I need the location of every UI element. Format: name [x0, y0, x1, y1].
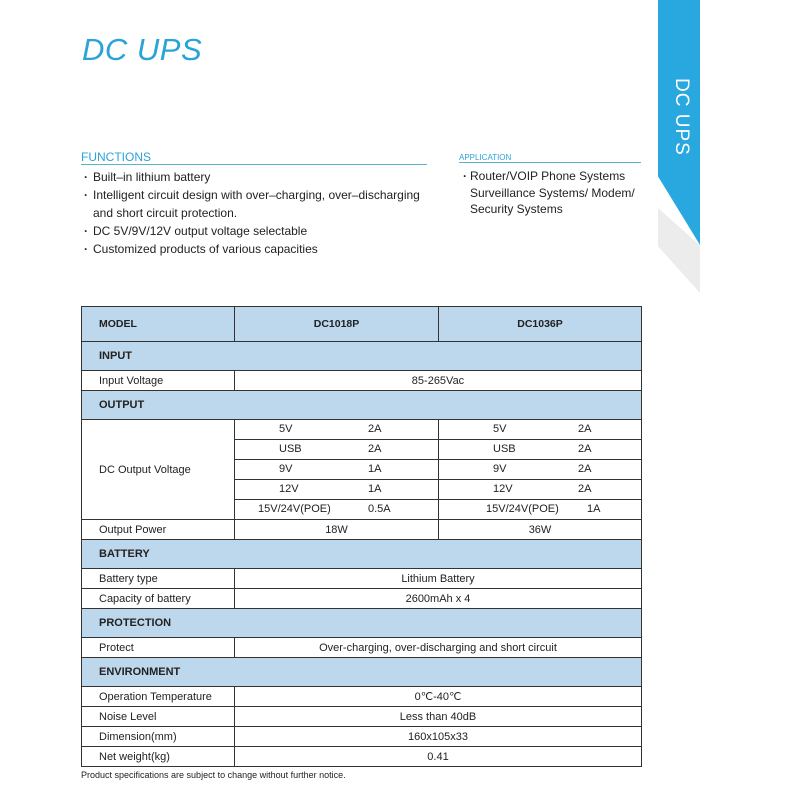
application-item: Router/VOIP Phone Systems Surveillance S…: [461, 168, 651, 218]
dc-output-cell: 15V/24V(POE) 1A: [438, 499, 642, 520]
spec-value: 0℃-40℃: [234, 686, 642, 707]
spec-row: Battery type Lithium Battery: [81, 568, 642, 589]
function-item: Intelligent circuit design with over–cha…: [82, 186, 442, 222]
dc-output-cell: USB 2A: [438, 439, 642, 460]
model-row: MODEL DC1018P DC1036P: [81, 306, 642, 342]
dc-voltage: 9V: [493, 463, 507, 475]
section-row-battery: BATTERY: [81, 539, 642, 569]
dc-current: 2A: [578, 483, 592, 495]
dc-output-cell: 9V 1A: [234, 459, 439, 480]
section-heading-protection: PROTECTION: [81, 608, 642, 638]
spec-row: Noise Level Less than 40dB: [81, 706, 642, 727]
function-item: DC 5V/9V/12V output voltage selectable: [82, 222, 442, 240]
spec-row: Net weight(kg) 0.41: [81, 746, 642, 767]
disclaimer-note: Product specifications are subject to ch…: [81, 770, 346, 780]
spec-label: Battery type: [81, 568, 235, 589]
section-heading-environment: ENVIRONMENT: [81, 657, 642, 687]
spec-value: 36W: [438, 519, 642, 540]
spec-row: Capacity of battery 2600mAh x 4: [81, 588, 642, 609]
dc-current: 1A: [368, 483, 382, 495]
section-row-output: OUTPUT: [81, 390, 642, 420]
dc-output-cell: 12V 2A: [438, 479, 642, 500]
dc-voltage: 5V: [493, 423, 507, 435]
dc-current: 1A: [587, 503, 601, 515]
spec-value: 2600mAh x 4: [234, 588, 642, 609]
dc-output-cell: 5V 2A: [438, 419, 642, 440]
dc-voltage: 9V: [279, 463, 293, 475]
dc-current: 1A: [368, 463, 382, 475]
spec-row: Input Voltage 85-265Vac: [81, 370, 642, 391]
dc-output-cell: 15V/24V(POE) 0.5A: [234, 499, 439, 520]
application-list: Router/VOIP Phone Systems Surveillance S…: [461, 168, 651, 218]
spec-value: 160x105x33: [234, 726, 642, 747]
spec-label: Dimension(mm): [81, 726, 235, 747]
dc-voltage: 5V: [279, 423, 293, 435]
spec-value: Lithium Battery: [234, 568, 642, 589]
dc-output-cell: 5V 2A: [234, 419, 439, 440]
spec-value: 0.41: [234, 746, 642, 767]
section-heading-output: OUTPUT: [81, 390, 642, 420]
functions-heading: FUNCTIONS: [81, 150, 427, 165]
spec-label: Input Voltage: [81, 370, 235, 391]
spec-value: 85-265Vac: [234, 370, 642, 391]
dc-output-row: 15V/24V(POE) 0.5A 15V/24V(POE) 1A: [82, 499, 642, 520]
spec-table: MODEL DC1018P DC1036P INPUT Input Voltage 85-…: [81, 306, 642, 767]
dc-voltage: 15V/24V(POE): [486, 503, 559, 515]
dc-voltage: USB: [279, 443, 302, 455]
page-title: DC UPS: [82, 32, 203, 67]
section-row-input: INPUT: [81, 341, 642, 371]
spec-row: Protect Over-charging, over-discharging a…: [81, 637, 642, 658]
section-row-protection: PROTECTION: [81, 608, 642, 638]
model-label: MODEL: [81, 306, 235, 342]
spec-value: Over-charging, over-discharging and shor…: [234, 637, 642, 658]
dc-voltage: 12V: [279, 483, 299, 495]
dc-voltage: USB: [493, 443, 516, 455]
dc-output-cell: 9V 2A: [438, 459, 642, 480]
spec-label: Protect: [81, 637, 235, 658]
dc-voltage: 15V/24V(POE): [258, 503, 331, 515]
spec-label: Operation Temperature: [81, 686, 235, 707]
dc-current: 2A: [578, 463, 592, 475]
dc-current: 2A: [368, 443, 382, 455]
dc-output-row: 9V 1A 9V 2A: [82, 459, 642, 480]
dc-current: 2A: [578, 423, 592, 435]
functions-list: Built–in lithium battery Intelligent cir…: [82, 168, 442, 258]
ribbon-label: DC UPS: [671, 78, 692, 156]
dc-current: 2A: [578, 443, 592, 455]
section-row-environment: ENVIRONMENT: [81, 657, 642, 687]
spec-label: Noise Level: [81, 706, 235, 727]
spec-row: Operation Temperature 0℃-40℃: [81, 686, 642, 707]
function-item: Customized products of various capacitie…: [82, 240, 442, 258]
spec-label: Capacity of battery: [81, 588, 235, 609]
dc-output-row: DC Output Voltage 5V 2A 5V 2A: [81, 419, 642, 520]
dc-output-cell: 12V 1A: [234, 479, 439, 500]
model-name: DC1036P: [438, 306, 642, 342]
spec-label: Net weight(kg): [81, 746, 235, 767]
spec-value: 18W: [234, 519, 439, 540]
dc-output-row: USB 2A USB 2A: [82, 439, 642, 460]
spec-label: Output Power: [81, 519, 235, 540]
dc-output-cell: USB 2A: [234, 439, 439, 460]
section-heading-battery: BATTERY: [81, 539, 642, 569]
function-item: Built–in lithium battery: [82, 168, 442, 186]
section-heading-input: INPUT: [81, 341, 642, 371]
model-name: DC1018P: [234, 306, 439, 342]
dc-output-label: DC Output Voltage: [81, 419, 235, 520]
dc-output-row: 12V 1A 12V 2A: [82, 479, 642, 500]
spec-row: Dimension(mm) 160x105x33: [81, 726, 642, 747]
dc-current: 0.5A: [368, 503, 391, 515]
output-power-row: Output Power 18W 36W: [81, 519, 642, 540]
application-heading: APPLICATION: [459, 153, 641, 163]
dc-voltage: 12V: [493, 483, 513, 495]
spec-value: Less than 40dB: [234, 706, 642, 727]
dc-current: 2A: [368, 423, 382, 435]
